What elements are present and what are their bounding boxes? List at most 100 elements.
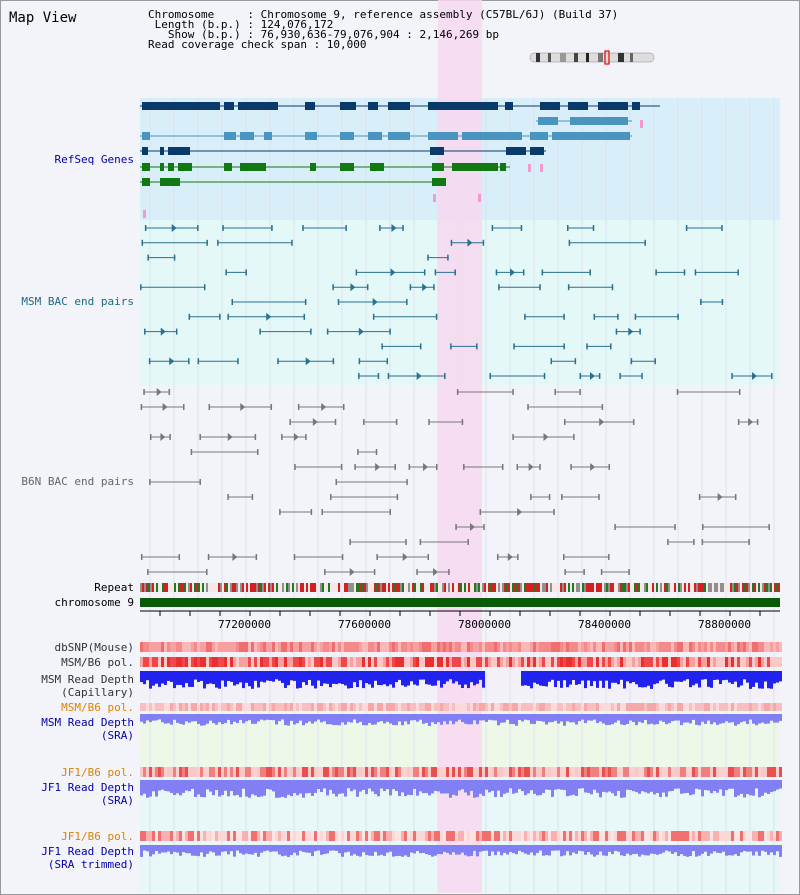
- msm-b6-pol2-heat: [563, 703, 566, 711]
- jf1-b6-pol-heat: [311, 767, 314, 777]
- msm-bac-pair-arrow: [358, 327, 364, 336]
- jf1-b6-pol2-heat: [422, 831, 425, 841]
- msm-capillary-depth-bar: [641, 671, 644, 688]
- msm-sra-depth-bar: [437, 714, 440, 723]
- repeat-mark: [298, 583, 300, 592]
- jf1-trimmed-depth-bar: [410, 845, 413, 853]
- b6n-bac-pair-end: [512, 389, 514, 395]
- dbsnp-heat: [746, 642, 749, 652]
- jf1-b6-pol-heat: [251, 767, 254, 777]
- msm-bac-pair-end: [302, 225, 304, 231]
- jf1-b6-pol2-heat: [311, 831, 314, 841]
- msm-bac-pair-end: [721, 225, 723, 231]
- jf1-b6-pol-heat: [149, 767, 152, 777]
- label-refseq-genes: RefSeq Genes: [54, 153, 134, 166]
- msm-b6-pol2-heat: [728, 703, 731, 711]
- repeat-mark: [328, 583, 330, 592]
- msm-capillary-depth-bar: [677, 671, 680, 682]
- repeat-mark: [214, 583, 216, 592]
- repeat-mark: [482, 583, 484, 592]
- jf1-sra-depth-bar: [218, 780, 221, 797]
- repeat-mark: [660, 583, 662, 592]
- jf1-b6-pol-heat: [509, 767, 512, 777]
- jf1-b6-pol2-heat: [494, 831, 497, 841]
- msm-capillary-depth-bar: [683, 671, 686, 681]
- msm-capillary-depth-bar: [548, 671, 551, 682]
- msm-b6-pol2-heat: [305, 703, 308, 711]
- msm-sra-depth-bar: [176, 714, 179, 723]
- msm-b6-pol-heat: [365, 657, 368, 667]
- jf1-b6-pol-heat: [479, 767, 482, 777]
- msm-sra-depth-bar: [335, 714, 338, 726]
- msm-sra-depth-bar: [401, 714, 404, 726]
- msm-sra-depth-bar: [635, 714, 638, 726]
- repeat-mark: [494, 583, 496, 592]
- msm-capillary-depth-bar: [566, 671, 569, 688]
- jf1-b6-pol-heat: [710, 767, 713, 777]
- jf1-sra-depth-bar: [761, 780, 764, 796]
- msm-capillary-depth-bar: [524, 671, 527, 686]
- dbsnp-heat: [737, 642, 740, 652]
- jf1-trimmed-depth-bar: [665, 845, 668, 851]
- dbsnp-heat: [377, 642, 380, 652]
- msm-b6-pol2-heat: [431, 703, 434, 711]
- jf1-b6-pol2-heat: [266, 831, 269, 841]
- msm-bac-pair-end: [332, 358, 335, 365]
- repeat-mark: [744, 583, 746, 592]
- repeat-mark: [672, 583, 674, 592]
- jf1-trimmed-depth-bar: [494, 845, 497, 856]
- msm-b6-pol-heat: [326, 657, 329, 667]
- gene-exon: [142, 102, 220, 110]
- msm-b6-pol2-heat: [341, 703, 344, 711]
- jf1-b6-pol2-heat: [158, 831, 161, 841]
- jf1-b6-pol-heat: [392, 767, 395, 777]
- msm-b6-pol-heat: [557, 657, 560, 667]
- msm-capillary-depth-bar: [356, 671, 359, 688]
- repeat-mark: [278, 583, 280, 592]
- dbsnp-heat: [230, 642, 233, 652]
- jf1-b6-pol-heat: [572, 767, 575, 777]
- msm-b6-pol2-heat: [320, 703, 323, 711]
- jf1-b6-pol2-heat: [602, 831, 605, 841]
- jf1-b6-pol2-heat: [386, 831, 389, 841]
- msm-b6-pol-heat: [176, 657, 179, 667]
- jf1-trimmed-depth-bar: [500, 845, 503, 856]
- b6n-bac-pair-end: [600, 569, 603, 575]
- gene-marker: [528, 164, 531, 172]
- msm-bac-pair-end: [225, 269, 227, 276]
- dbsnp-heat: [260, 642, 263, 652]
- msm-capillary-depth-bar: [644, 671, 647, 688]
- jf1-b6-pol-heat: [281, 767, 284, 777]
- dbsnp-heat: [716, 642, 719, 652]
- jf1-b6-pol2-heat: [275, 831, 278, 841]
- jf1-sra-depth-bar: [269, 780, 272, 790]
- b6n-bac-pair-end: [527, 404, 529, 410]
- jf1-sra-depth-bar: [239, 780, 242, 798]
- msm-bac-pair-end: [737, 269, 739, 276]
- jf1-b6-pol2-heat: [512, 831, 515, 841]
- jf1-b6-pol-heat: [278, 767, 281, 777]
- b6n-bac-pair-arrow: [599, 418, 605, 426]
- msm-capillary-depth-bar: [713, 671, 716, 680]
- repeat-mark: [430, 583, 432, 592]
- msm-capillary-depth-bar: [434, 671, 437, 686]
- dbsnp-heat: [566, 642, 569, 652]
- msm-b6-pol2-heat: [323, 703, 326, 711]
- jf1-b6-pol2-heat: [443, 831, 446, 841]
- dbsnp-heat: [392, 642, 395, 652]
- jf1-b6-pol2-heat: [470, 831, 473, 841]
- dbsnp-heat: [599, 642, 602, 652]
- jf1-b6-pol-heat: [245, 767, 248, 777]
- jf1-b6-pol-heat: [383, 767, 386, 777]
- msm-capillary-depth-bar: [473, 671, 476, 686]
- msm-sra-depth-bar: [641, 714, 644, 723]
- gene-exon: [142, 132, 150, 140]
- msm-b6-pol-heat: [638, 657, 641, 667]
- dbsnp-heat: [656, 642, 659, 652]
- repeat-mark: [696, 583, 698, 592]
- gene-exon: [530, 132, 548, 140]
- msm-capillary-depth-bar: [206, 671, 209, 685]
- jf1-b6-pol2-heat: [455, 831, 458, 841]
- repeat-mark: [478, 583, 480, 592]
